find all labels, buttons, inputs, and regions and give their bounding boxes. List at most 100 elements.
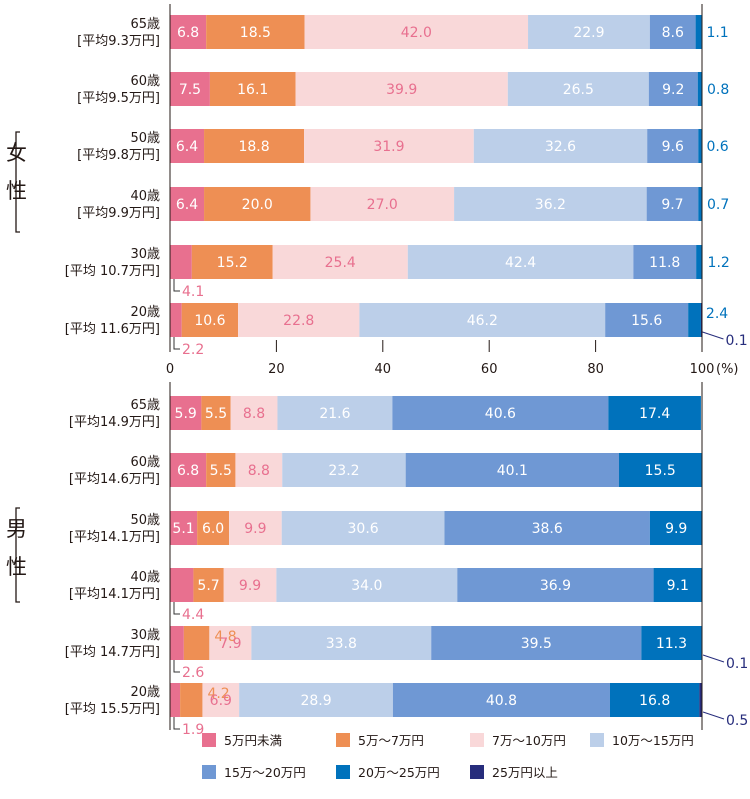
data-label: 4.1 — [182, 284, 204, 300]
bar-segment-under-5man — [170, 187, 205, 221]
data-label: 39.9 — [386, 82, 417, 98]
data-label: 6.0 — [202, 521, 224, 537]
bar-segment-10-15man — [251, 626, 432, 660]
bar-segment-15-20man — [392, 683, 610, 717]
bar-segment-15-20man — [647, 129, 699, 163]
data-label: 11.3 — [656, 636, 687, 652]
leader-line — [173, 602, 180, 615]
bar-segment-10-15man — [277, 396, 393, 430]
data-label: 9.9 — [239, 578, 261, 594]
legend-swatch-under-5man — [202, 733, 216, 747]
row-label-average: [平均9.8万円] — [77, 148, 160, 163]
legend-swatch-15-20man — [202, 765, 216, 779]
data-label: 0.5 — [726, 713, 748, 729]
data-label: 8.8 — [243, 406, 265, 422]
data-label: 9.9 — [244, 521, 266, 537]
data-label: 10.6 — [194, 313, 225, 329]
data-label: 1.1 — [706, 25, 728, 41]
bar-segment-20-25man — [697, 72, 702, 106]
x-tick-label: 100 — [690, 362, 715, 377]
data-label: 6.9 — [210, 693, 232, 709]
group-label: 性 — [6, 179, 27, 203]
bar-segment-15-20man — [392, 396, 609, 430]
data-label: 42.0 — [401, 25, 432, 41]
x-tick-label: 0 — [166, 362, 174, 377]
legend-label: 7万～10万円 — [492, 733, 566, 748]
row-label-age: 30歳 — [130, 628, 160, 643]
row-label-age: 60歳 — [130, 455, 160, 470]
row-label-age: 65歳 — [130, 398, 160, 413]
row-label-average: [平均14.9万円] — [69, 415, 160, 430]
bar-segment-under-5man — [170, 511, 198, 545]
data-label: 38.6 — [532, 521, 563, 537]
data-label: 4.2 — [207, 686, 229, 702]
data-label: 4.4 — [182, 607, 204, 623]
data-label: 17.4 — [639, 406, 670, 422]
bar-segment-7-10man — [235, 453, 283, 487]
bar-segment-10-15man — [359, 303, 606, 337]
data-label: 0.8 — [707, 82, 729, 98]
bar-segment-10-15man — [281, 511, 445, 545]
row-label-age: 50歳 — [130, 513, 160, 528]
legend-swatch-20-25man — [336, 765, 350, 779]
bar-segment-10-15man — [528, 15, 650, 49]
data-label: 5.5 — [210, 463, 232, 479]
data-label: 15.5 — [645, 463, 676, 479]
data-label: 34.0 — [351, 578, 382, 594]
group-label: 性 — [6, 555, 27, 579]
row-label-average: [平均14.1万円] — [69, 530, 160, 545]
data-label: 9.2 — [662, 82, 684, 98]
bar-segment-5-7man — [201, 396, 231, 430]
bar-segment-20-25man — [653, 568, 702, 602]
x-axis-unit: (%) — [716, 362, 739, 377]
data-label: 2.2 — [182, 342, 204, 358]
data-label: 36.9 — [540, 578, 571, 594]
bar-segment-20-25man — [698, 187, 702, 221]
data-label: 30.6 — [348, 521, 379, 537]
leader-line — [702, 331, 724, 340]
bar-segment-5-7man — [206, 15, 305, 49]
bar-segment-7-10man — [310, 187, 455, 221]
row-label-average: [平均 11.6万円] — [65, 322, 160, 337]
data-label: 16.1 — [237, 82, 268, 98]
bar-segment-5-7man — [191, 245, 273, 279]
data-label: 33.8 — [326, 636, 357, 652]
data-label: 6.4 — [176, 197, 198, 213]
data-label: 16.8 — [639, 693, 670, 709]
data-label: 22.8 — [283, 313, 314, 329]
data-label: 9.6 — [662, 139, 684, 155]
bar-segment-5-7man — [206, 453, 236, 487]
bar-segment-under-5man — [170, 15, 207, 49]
legend-label: 5万～7万円 — [358, 733, 424, 748]
bar-segment-under-5man — [170, 683, 181, 717]
bar-segment-under-5man — [170, 72, 210, 106]
bar-segment-under-5man — [170, 568, 194, 602]
row-label-age: 65歳 — [130, 17, 160, 32]
bar-segment-15-20man — [648, 72, 698, 106]
data-label: 40.8 — [486, 693, 517, 709]
row-label-average: [平均14.1万円] — [69, 587, 160, 602]
bar-segment-15-20man — [457, 568, 654, 602]
data-label: 0.1 — [726, 656, 748, 672]
bar-segment-20-25man — [698, 129, 702, 163]
data-label: 18.5 — [240, 25, 271, 41]
row-label-average: [平均9.3万円] — [77, 34, 160, 49]
bar-segment-15-20man — [633, 245, 697, 279]
data-label: 5.7 — [197, 578, 219, 594]
bar-segment-5-7man — [183, 626, 210, 660]
bar-segment-20-25man — [609, 683, 700, 717]
data-label: 15.6 — [631, 313, 662, 329]
group-bracket — [15, 507, 20, 603]
bar-segment-10-15man — [239, 683, 393, 717]
data-label: 7.5 — [179, 82, 201, 98]
data-label: 1.9 — [182, 722, 204, 738]
bar-segment-10-15man — [454, 187, 647, 221]
data-label: 15.2 — [217, 255, 248, 271]
data-label: 5.1 — [172, 521, 194, 537]
data-label: 9.7 — [661, 197, 683, 213]
legend-swatch-7-10man — [470, 733, 484, 747]
data-label: 18.8 — [238, 139, 269, 155]
bar-segment-under-5man — [170, 626, 184, 660]
data-label: 26.5 — [563, 82, 594, 98]
